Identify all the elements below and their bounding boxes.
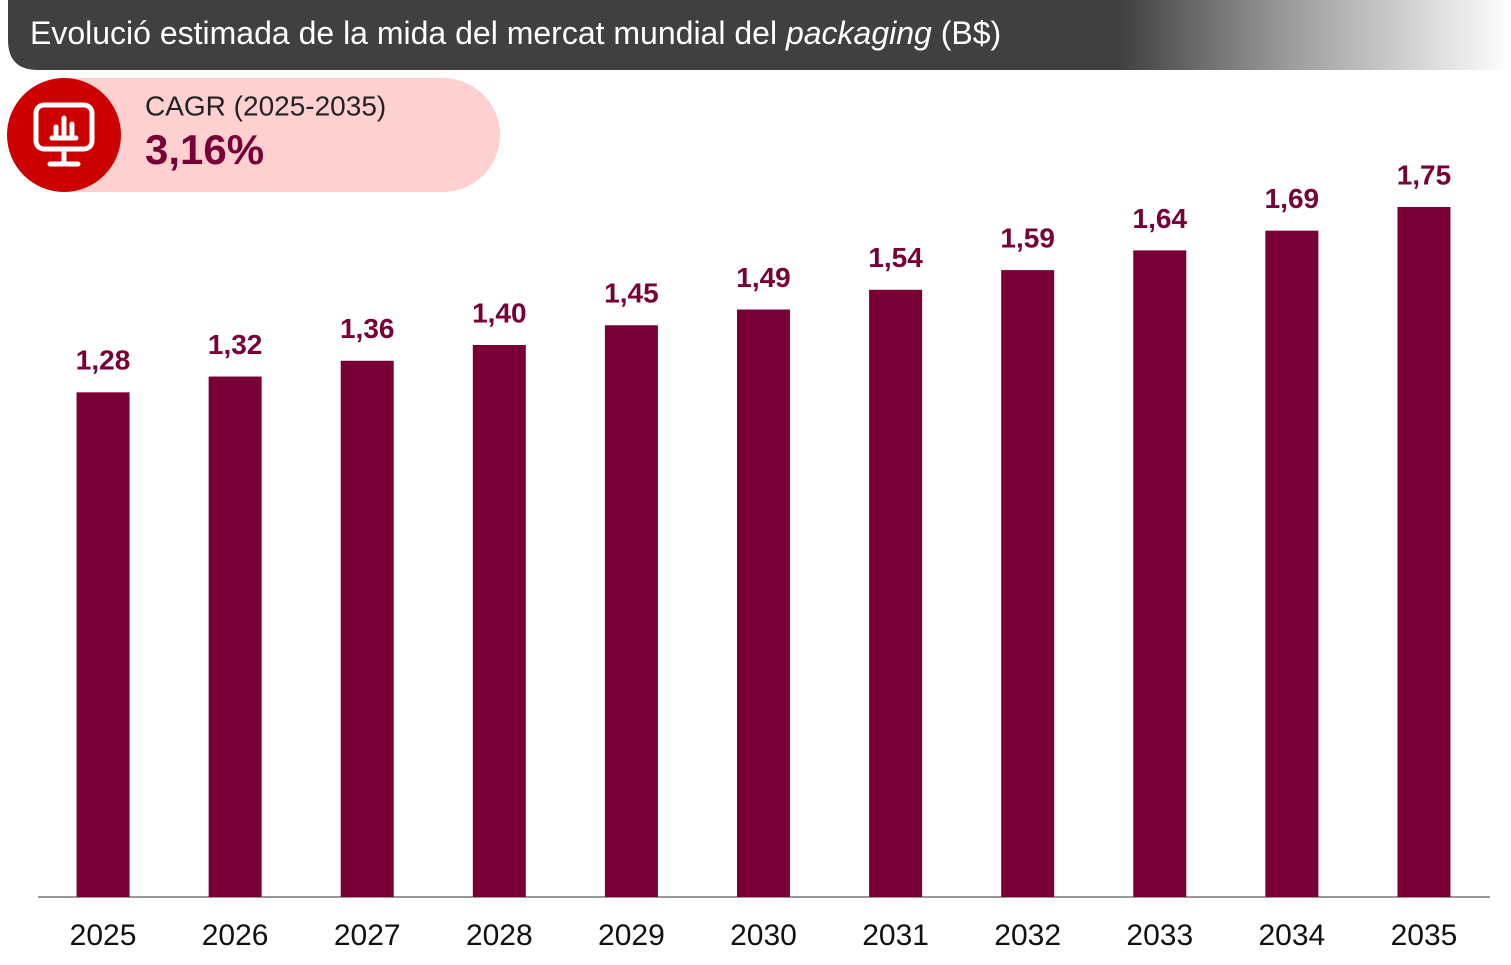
value-label: 1,28 <box>76 345 131 376</box>
bar <box>208 376 262 897</box>
x-tick-label: 2026 <box>202 919 269 952</box>
value-label: 1,64 <box>1133 203 1188 234</box>
bar <box>1397 207 1451 897</box>
x-tick-label: 2030 <box>730 919 797 952</box>
value-label: 1,45 <box>604 278 659 309</box>
bar <box>869 289 923 897</box>
bar <box>1001 270 1055 898</box>
value-label: 1,59 <box>1000 222 1055 253</box>
bar <box>1133 250 1187 897</box>
title-part: packaging <box>785 15 932 51</box>
x-tick-label: 2032 <box>994 919 1061 952</box>
value-label: 1,54 <box>868 242 923 273</box>
value-label: 1,49 <box>736 262 791 293</box>
bar <box>76 392 130 897</box>
bar <box>737 309 790 897</box>
title-part: Evolució estimada de la mida del mercat … <box>30 15 786 51</box>
value-label: 1,36 <box>340 313 395 344</box>
x-tick-label: 2034 <box>1258 919 1325 952</box>
cagr-value: 3,16% <box>145 126 264 173</box>
x-tick-label: 2031 <box>862 919 929 952</box>
x-tick-label: 2033 <box>1126 919 1193 952</box>
title-part: (B$) <box>932 15 1001 51</box>
bar <box>604 325 658 897</box>
x-tick-label: 2025 <box>70 919 137 952</box>
value-label: 1,75 <box>1397 159 1452 190</box>
bar <box>1265 230 1319 897</box>
x-tick-label: 2029 <box>598 919 665 952</box>
bar <box>472 345 526 897</box>
x-tick-label: 2035 <box>1391 919 1458 952</box>
value-label: 1,69 <box>1265 183 1320 214</box>
header-bar <box>8 0 1511 70</box>
cagr-box <box>8 78 500 192</box>
x-tick-label: 2027 <box>334 919 401 952</box>
cagr-icon <box>33 102 95 167</box>
bar <box>340 360 394 897</box>
value-label: 1,32 <box>208 329 263 360</box>
value-label: 1,40 <box>472 297 527 328</box>
x-tick-label: 2028 <box>466 919 533 952</box>
chart-title: Evolució estimada de la mida del mercat … <box>30 15 1001 51</box>
cagr-label: CAGR (2025-2035) <box>145 90 386 121</box>
